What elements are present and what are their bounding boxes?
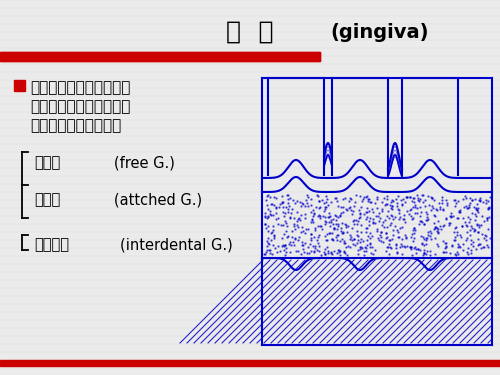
- Text: 牙龈是覆盖在牙颈部和牙: 牙龈是覆盖在牙颈部和牙: [30, 81, 130, 96]
- Bar: [0, 360, 500, 366]
- Text: 附着龈: 附着龈: [34, 192, 60, 207]
- Text: (free G.): (free G.): [100, 156, 175, 171]
- Text: 牙间乳头: 牙间乳头: [34, 237, 69, 252]
- Text: (interdental G.): (interdental G.): [120, 237, 233, 252]
- Bar: [0, 52, 320, 61]
- Text: 牙  龈: 牙 龈: [226, 20, 274, 44]
- Text: 槽嵴的口腔粘膜，呈浅粉: 槽嵴的口腔粘膜，呈浅粉: [30, 99, 130, 114]
- Bar: [0, 52, 320, 61]
- Text: (attched G.): (attched G.): [100, 192, 202, 207]
- Text: (gingiva): (gingiva): [330, 22, 428, 42]
- Text: 红色，坚韧而不活动。: 红色，坚韧而不活动。: [30, 118, 121, 134]
- Bar: [14, 80, 25, 91]
- Text: 游离龈: 游离龈: [34, 156, 60, 171]
